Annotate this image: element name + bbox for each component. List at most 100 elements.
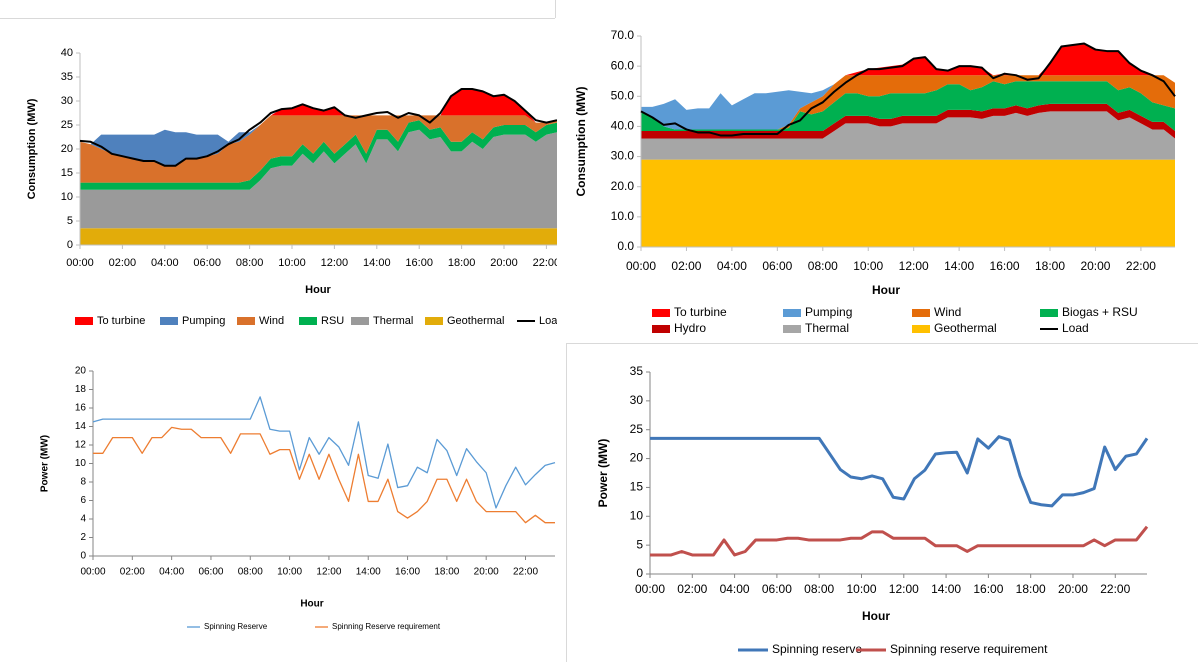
y-tick-label: 40 (61, 47, 73, 59)
area (80, 115, 557, 166)
x-tick-label: 16:00 (990, 259, 1020, 273)
x-tick-label: 10:00 (278, 257, 306, 269)
x-tick-label: 04:00 (151, 257, 179, 269)
x-tick-label: 02:00 (677, 582, 707, 596)
x-tick-label: 18:00 (1016, 582, 1046, 596)
x-tick-label: 12:00 (889, 582, 919, 596)
x-tick-label: 22:00 (533, 257, 557, 269)
y-tick-label: 14 (75, 421, 87, 432)
y-tick-label: 0 (80, 551, 86, 562)
x-tick-label: 10:00 (846, 582, 876, 596)
legend-swatch (237, 317, 255, 325)
line (92, 396, 556, 509)
legend-label: Load (1062, 321, 1089, 335)
y-tick-label: 10 (61, 191, 73, 203)
area (641, 159, 1175, 247)
x-tick-label: 08:00 (238, 567, 263, 578)
legend-swatch (652, 309, 670, 317)
legend-swatch (75, 317, 93, 325)
legend-swatch (912, 309, 930, 317)
area (641, 81, 1175, 131)
area (80, 129, 557, 229)
y-tick-label: 5 (67, 215, 73, 227)
divider (566, 343, 567, 662)
legend-swatch (652, 325, 670, 333)
x-tick-label: 18:00 (1035, 259, 1065, 273)
x-tick-label: 20:00 (1058, 582, 1088, 596)
x-tick-label: 12:00 (321, 257, 349, 269)
x-tick-label: 00:00 (80, 567, 105, 578)
x-tick-label: 08:00 (804, 582, 834, 596)
y-tick-label: 20 (630, 451, 644, 465)
x-tick-label: 14:00 (363, 257, 391, 269)
legend-label: Hydro (674, 321, 706, 335)
y-tick-label: 10.0 (611, 209, 635, 223)
line (650, 525, 1149, 557)
y-tick-label: 50.0 (611, 88, 635, 102)
y-axis-title: Power (MW) (40, 435, 51, 492)
legend-label: Thermal (805, 321, 849, 335)
y-tick-label: 15 (630, 480, 644, 494)
y-tick-label: 12 (75, 440, 87, 451)
legend-label: Thermal (373, 315, 413, 327)
x-tick-label: 12:00 (899, 259, 929, 273)
x-tick-label: 22:00 (1126, 259, 1156, 273)
y-tick-label: 30.0 (611, 149, 635, 163)
y-tick-label: 0.0 (617, 239, 634, 253)
x-tick-label: 06:00 (198, 567, 223, 578)
legend-swatch (783, 325, 801, 333)
x-tick-label: 20:00 (474, 567, 499, 578)
y-axis-title: Power (MW) (596, 439, 610, 508)
y-tick-label: 35 (630, 364, 644, 378)
y-axis-title: Consumption (MW) (26, 98, 38, 199)
x-tick-label: 20:00 (1080, 259, 1110, 273)
legend-swatch (783, 309, 801, 317)
chart: 0 5 10 15 20 25 30 35 40 00:00 02:00 04:00 06:00 08:0… (26, 47, 557, 327)
x-tick-label: 12:00 (316, 567, 341, 578)
legend-label: Spinning reserve (772, 642, 862, 656)
x-tick-label: 00:00 (635, 582, 665, 596)
y-tick-label: 5 (636, 537, 643, 551)
x-tick-label: 16:00 (395, 567, 420, 578)
area (80, 115, 557, 183)
y-tick-label: 10 (75, 458, 87, 469)
legend-label: Wind (934, 305, 961, 319)
x-tick-label: 04:00 (717, 259, 747, 273)
legend-swatch (425, 317, 443, 325)
x-tick-label: 18:00 (448, 257, 476, 269)
x-tick-label: 06:00 (762, 259, 792, 273)
y-tick-label: 16 (75, 403, 87, 414)
x-axis-title: Hour (862, 609, 890, 623)
y-tick-label: 4 (80, 514, 86, 525)
legend-label: To turbine (97, 315, 145, 327)
legend-label: Pumping (805, 305, 852, 319)
legend-swatch (160, 317, 178, 325)
y-tick-label: 10 (630, 508, 644, 522)
area (80, 120, 557, 190)
x-axis-title: Hour (872, 283, 900, 297)
x-tick-label: 22:00 (1100, 582, 1130, 596)
x-tick-label: 00:00 (626, 259, 656, 273)
legend-label: Wind (259, 315, 284, 327)
chart: 0.0 10.0 20.0 30.0 40.0 50.0 60.0 70.0 00:00 02:0… (574, 28, 1176, 335)
y-tick-label: 25 (61, 119, 73, 131)
y-tick-label: 70.0 (611, 28, 635, 42)
y-tick-label: 40.0 (611, 119, 635, 133)
y-tick-label: 8 (80, 477, 86, 488)
x-tick-label: 14:00 (931, 582, 961, 596)
legend-swatch (351, 317, 369, 325)
y-tick-label: 30 (61, 95, 73, 107)
legend-swatch (299, 317, 317, 325)
x-tick-label: 08:00 (808, 259, 838, 273)
x-tick-label: 04:00 (720, 582, 750, 596)
legend-label: RSU (321, 315, 344, 327)
x-axis-title: Hour (300, 599, 323, 610)
x-tick-label: 02:00 (109, 257, 137, 269)
line (93, 426, 555, 524)
divider (566, 343, 1198, 344)
y-tick-label: 25 (630, 422, 644, 436)
x-tick-label: 18:00 (434, 567, 459, 578)
x-tick-label: 22:00 (513, 567, 538, 578)
x-tick-label: 06:00 (762, 582, 792, 596)
